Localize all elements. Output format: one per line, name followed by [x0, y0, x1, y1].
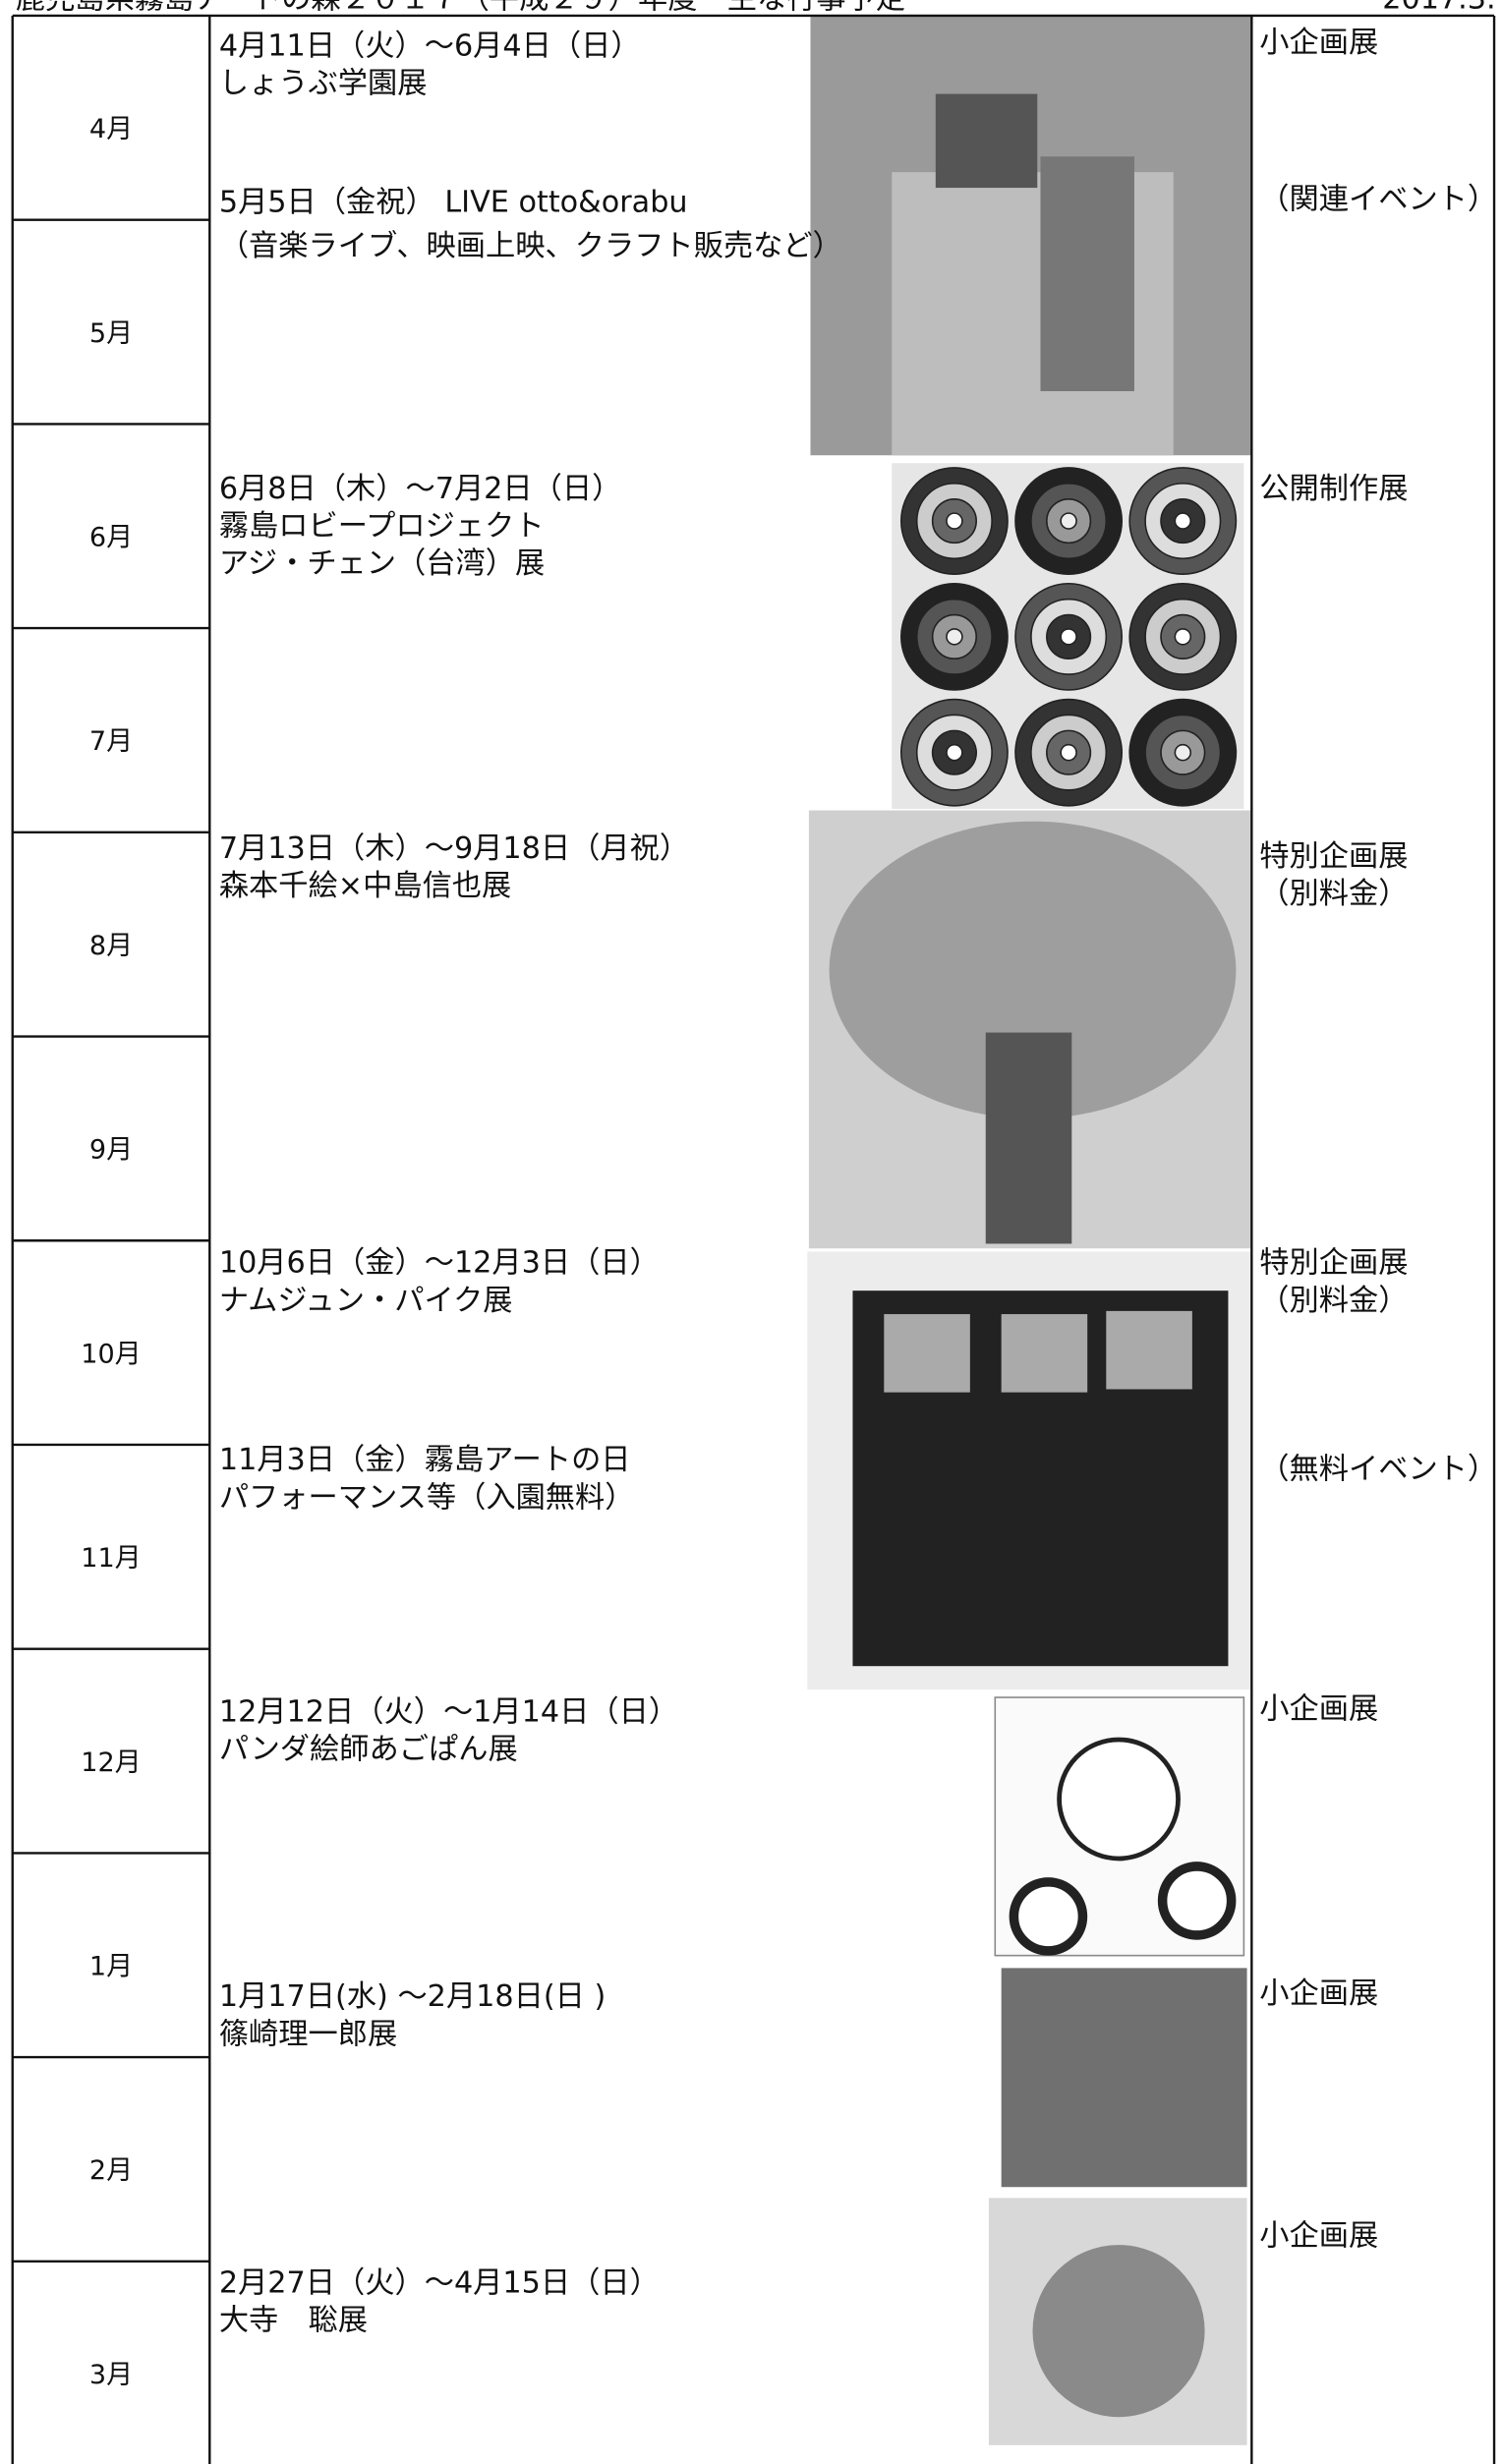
event-category: 小企画展	[1259, 2219, 1378, 2254]
event-text: 篠崎理一郎展	[219, 2017, 397, 2051]
disc	[1174, 512, 1192, 530]
event-text: 1月17日(水) ～2月18日(日 )	[219, 1979, 606, 2014]
event-text: 11月3日（金）霧島アートの日	[219, 1443, 631, 1477]
event-text: 12月12日（火）～1月14日（日）	[219, 1694, 678, 1729]
event-text: 5月5日（金祝） LIVE otto&orabu	[219, 185, 688, 219]
month-label: 1月	[89, 1951, 133, 1981]
event-category: 特別企画展	[1259, 839, 1408, 874]
event-text: 10月6日（金）～12月3日（日）	[219, 1246, 660, 1281]
artwork-images	[807, 15, 1252, 2445]
event-category: （関連イベント）	[1259, 182, 1497, 216]
disc	[946, 628, 963, 646]
event-text: 大寺 聡展	[219, 2304, 368, 2338]
month-label: 3月	[89, 2360, 133, 2390]
event-category: （無料イベント）	[1259, 1453, 1497, 1487]
event-text: パンダ絵師あごぱん展	[219, 1733, 518, 1767]
disc	[1174, 628, 1192, 646]
event-text: アジ・チェン（台湾）展	[219, 546, 545, 581]
month-label: 6月	[89, 522, 133, 552]
disc	[946, 743, 963, 762]
disc	[1060, 743, 1077, 762]
disc	[1060, 628, 1077, 646]
event-text: 4月11日（火）～6月4日（日）	[219, 29, 641, 63]
event-category: 小企画展	[1259, 1977, 1378, 2011]
event-text: パフォーマンス等（入園無料）	[219, 1480, 635, 1515]
event-category: （別料金）	[1259, 1284, 1408, 1318]
month-label: 10月	[81, 1339, 141, 1369]
month-label: 11月	[81, 1543, 141, 1574]
event-text: 7月13日（木）～9月18日（月祝）	[219, 831, 689, 866]
page-title: 鹿児島県霧島アートの森２０１７（平成２９）年度 主な行事予定	[16, 0, 905, 17]
month-label: 9月	[89, 1135, 133, 1166]
event-category: 小企画展	[1259, 1691, 1378, 1726]
month-label: 2月	[89, 2155, 133, 2186]
month-label: 8月	[89, 931, 133, 961]
event-text: 霧島ロビープロジェクト	[219, 509, 545, 544]
event-text: 森本千絵×中島信也展	[219, 869, 511, 903]
month-label: 5月	[89, 318, 133, 349]
page-date: 2017.3.	[1382, 0, 1495, 17]
event-text: 2月27日（火）～4月15日（日）	[219, 2265, 660, 2300]
event-category: 公開制作展	[1259, 472, 1408, 506]
month-label: 12月	[81, 1748, 141, 1778]
event-category: 特別企画展	[1259, 1246, 1408, 1281]
event-text: （音楽ライブ、映画上映、クラフト販売など）	[219, 229, 842, 263]
disc	[1060, 512, 1077, 530]
event-category: （別料金）	[1259, 877, 1408, 911]
event-text: しょうぶ学園展	[219, 67, 428, 101]
disc	[946, 512, 963, 530]
event-text: 6月8日（木）～7月2日（日）	[219, 472, 622, 506]
event-category: 小企画展	[1259, 26, 1378, 60]
month-label: 4月	[89, 114, 133, 144]
event-text: ナムジュン・パイク展	[219, 1284, 513, 1318]
disc	[1174, 743, 1192, 762]
month-label: 7月	[89, 726, 133, 757]
